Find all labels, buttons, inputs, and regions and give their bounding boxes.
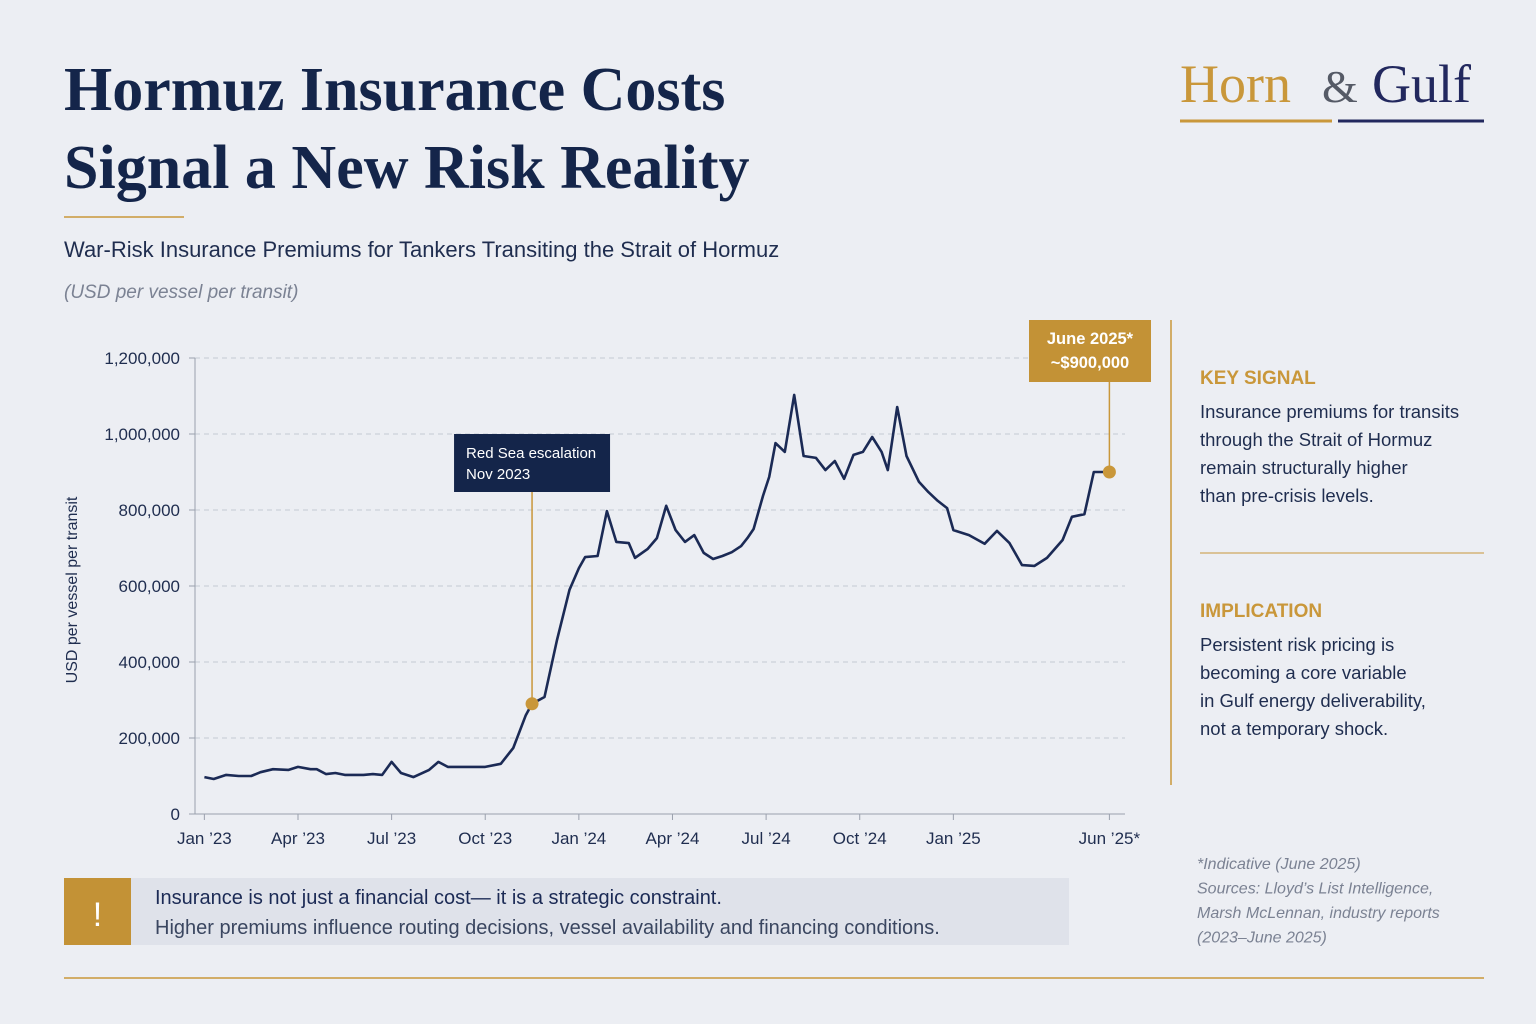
y-axis-title: USD per vessel per transit [64, 496, 81, 683]
x-tick-label: Oct ’23 [458, 829, 512, 848]
callout-box [64, 878, 1069, 945]
callout-icon-box [64, 878, 131, 945]
text-line: Marsh McLennan, industry reports [1197, 905, 1440, 922]
unit-note: (USD per vessel per transit) [64, 282, 298, 303]
text-line: (2023–June 2025) [1197, 930, 1327, 947]
y-tick-label: 0 [171, 805, 180, 824]
footnote: *Indicative (June 2025) Sources: Lloyd’s … [1197, 856, 1440, 947]
panel-body: Persistent risk pricing is becoming a cor… [1200, 634, 1426, 739]
annotation-text: ~$900,000 [1051, 354, 1129, 372]
y-tick-label: 200,000 [119, 729, 180, 748]
annotation-box [1029, 320, 1151, 382]
title-line: Hormuz Insurance Costs [64, 56, 725, 124]
x-tick-label: Jan ’23 [177, 829, 232, 848]
data-line [204, 393, 1110, 781]
brand-left: Horn [1180, 54, 1291, 114]
panel-heading: KEY SIGNAL [1200, 368, 1316, 389]
x-tick-label: Jan ’24 [551, 829, 606, 848]
callout-icon: ! [93, 896, 102, 934]
x-tick-label: Jan ’25 [926, 829, 981, 848]
text-line: through the Strait of Hormuz [1200, 429, 1432, 450]
callout-text: Higher premiums influence routing decisi… [155, 917, 940, 939]
annotation-text: Red Sea escalation [466, 445, 596, 462]
y-tick-label: 400,000 [119, 653, 180, 672]
x-tick-label: Jul ’23 [367, 829, 416, 848]
text-line: remain structurally higher [1200, 457, 1408, 478]
chart: USD per vessel per transit 0 200,000 400,0… [64, 320, 1151, 848]
annotation-text: Nov 2023 [466, 466, 530, 483]
y-tick-label: 1,200,000 [104, 349, 180, 368]
text-line: Sources: Lloyd’s List Intelligence, [1197, 881, 1433, 898]
callout-text: Insurance is not just a financial cost— … [155, 887, 722, 909]
x-tick-label: Oct ’24 [833, 829, 887, 848]
text-line: not a temporary shock. [1200, 718, 1388, 739]
y-tick-label: 1,000,000 [104, 425, 180, 444]
text-line: than pre-crisis levels. [1200, 485, 1374, 506]
text-line: *Indicative (June 2025) [1197, 856, 1361, 873]
panel-body: Insurance premiums for transits through t… [1200, 401, 1459, 506]
text-line: Persistent risk pricing is [1200, 634, 1394, 655]
annotation-text: June 2025* [1047, 330, 1134, 348]
x-tick-label: Apr ’23 [271, 829, 325, 848]
brand-right: Gulf [1372, 54, 1471, 114]
panel-heading: IMPLICATION [1200, 601, 1322, 622]
text-line: in Gulf energy deliverability, [1200, 690, 1426, 711]
annotation-marker [525, 697, 539, 711]
annotation-box [454, 434, 611, 492]
brand-amp: & [1322, 61, 1358, 112]
text-line: Insurance premiums for transits [1200, 401, 1459, 422]
subtitle: War-Risk Insurance Premiums for Tankers … [64, 237, 779, 262]
x-tick-label: Jul ’24 [742, 829, 791, 848]
title-line: Signal a New Risk Reality [64, 134, 749, 202]
x-tick-label: Jun ’25* [1079, 829, 1141, 848]
annotation-marker [1102, 465, 1116, 479]
y-tick-label: 600,000 [119, 577, 180, 596]
y-tick-label: 800,000 [119, 501, 180, 520]
x-tick-label: Apr ’24 [646, 829, 700, 848]
text-line: becoming a core variable [1200, 662, 1407, 683]
